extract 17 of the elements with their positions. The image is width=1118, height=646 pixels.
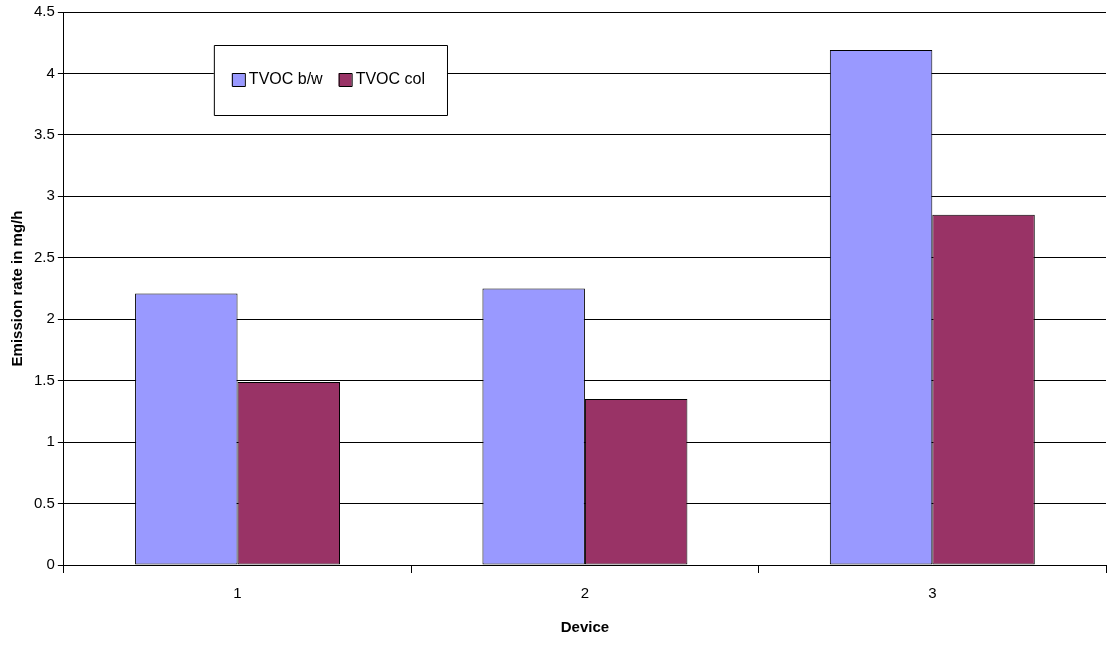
x-tick-label: 3	[928, 584, 937, 602]
y-tick-label: 2	[46, 309, 55, 327]
y-tick-label: 4	[46, 63, 55, 81]
y-tick-label: 1.5	[33, 370, 55, 388]
legend-label: TVOC col	[355, 70, 425, 88]
x-tick-label: 1	[233, 584, 242, 602]
y-tick-label: 4.5	[33, 2, 55, 20]
legend-label: TVOC b/w	[248, 70, 324, 88]
y-tick-label: 2.5	[33, 247, 55, 265]
x-axis-title: Device	[560, 618, 610, 636]
y-tick-label: 0.5	[33, 493, 55, 511]
y-axis-title: Emission rate in mg/h	[8, 210, 26, 367]
y-tick-label: 3.5	[33, 125, 55, 143]
y-tick-label: 1	[46, 432, 55, 450]
y-tick-label: 0	[46, 555, 55, 573]
y-tick-label: 3	[46, 186, 55, 204]
x-tick-label: 2	[580, 584, 590, 602]
